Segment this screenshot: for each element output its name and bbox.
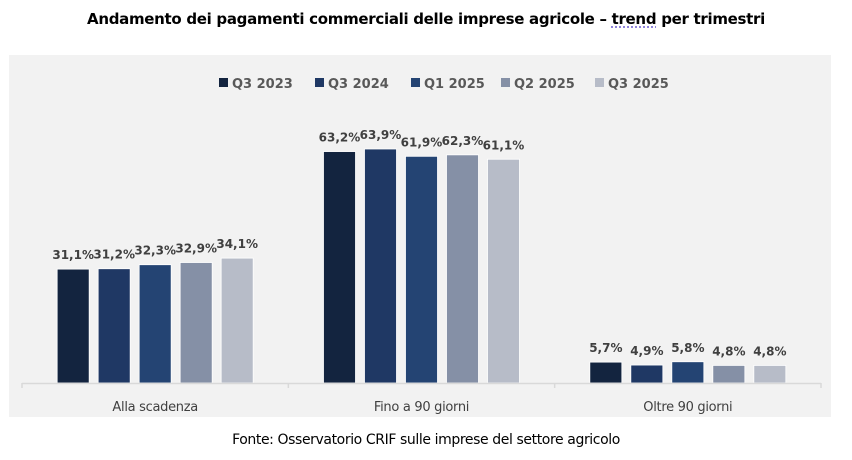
bar-2-3 xyxy=(405,155,438,384)
chart-area: Q3 2023 Q3 2024 Q1 2025 Q2 2025 Q3 2025 31,1%… xyxy=(9,55,831,417)
legend-label-1: Q3 2023 xyxy=(232,77,293,92)
category-label-3: Oltre 90 giorni xyxy=(643,400,732,415)
bar-3-5 xyxy=(753,365,787,384)
data-label-1-5: 34,1% xyxy=(216,237,258,251)
data-label-3-3: 5,8% xyxy=(671,341,704,355)
bar-1-1 xyxy=(56,268,90,384)
data-label-3-2: 4,9% xyxy=(630,344,663,358)
bar-1-5 xyxy=(220,257,254,384)
data-label-1-2: 31,2% xyxy=(93,248,135,262)
legend-swatch-5 xyxy=(595,78,604,87)
data-label-3-4: 4,8% xyxy=(712,344,745,358)
title-part-2: trend xyxy=(611,10,657,28)
bar-3-1 xyxy=(589,361,623,384)
data-label-2-1: 63,2% xyxy=(319,131,361,145)
legend-swatch-2 xyxy=(315,78,324,87)
legend-label-2: Q3 2024 xyxy=(328,77,389,92)
data-label-1-4: 32,9% xyxy=(175,242,217,256)
bar-1-4 xyxy=(179,262,213,384)
category-label-1: Alla scadenza xyxy=(112,400,197,415)
category-label-2: Fino a 90 giorni xyxy=(374,400,469,415)
data-label-3-5: 4,8% xyxy=(753,344,786,358)
bar-2-5 xyxy=(487,158,520,384)
bar-2-4 xyxy=(446,154,479,384)
legend-swatch-4 xyxy=(501,78,510,87)
legend-swatch-3 xyxy=(411,78,420,87)
data-label-2-3: 61,9% xyxy=(401,135,443,149)
legend-label-3: Q1 2025 xyxy=(424,77,485,92)
legend-label-4: Q2 2025 xyxy=(514,77,575,92)
data-label-1-3: 32,3% xyxy=(134,244,176,258)
bar-3-3 xyxy=(671,361,705,384)
chart-title: Andamento dei pagamenti commerciali dell… xyxy=(0,10,852,28)
data-label-2-2: 63,9% xyxy=(360,128,402,142)
bar-2-1 xyxy=(323,151,356,384)
bar-2-2 xyxy=(364,148,397,384)
bar-1-2 xyxy=(97,268,131,384)
bar-3-4 xyxy=(712,365,746,384)
source-note: Fonte: Osservatorio CRIF sulle imprese d… xyxy=(232,432,620,448)
legend-label-5: Q3 2025 xyxy=(608,77,669,92)
legend-swatch-1 xyxy=(219,78,228,87)
bar-3-2 xyxy=(630,364,664,384)
data-label-2-5: 61,1% xyxy=(483,138,525,152)
title-part-3: per trimestri xyxy=(656,10,765,28)
data-label-2-4: 62,3% xyxy=(442,134,484,148)
bar-chart: Q3 2023 Q3 2024 Q1 2025 Q2 2025 Q3 2025 31,1%… xyxy=(21,77,822,415)
title-part-1: Andamento dei pagamenti commerciali dell… xyxy=(87,10,612,28)
data-label-1-1: 31,1% xyxy=(52,248,94,262)
data-label-3-1: 5,7% xyxy=(589,341,622,355)
bar-1-3 xyxy=(138,264,172,384)
